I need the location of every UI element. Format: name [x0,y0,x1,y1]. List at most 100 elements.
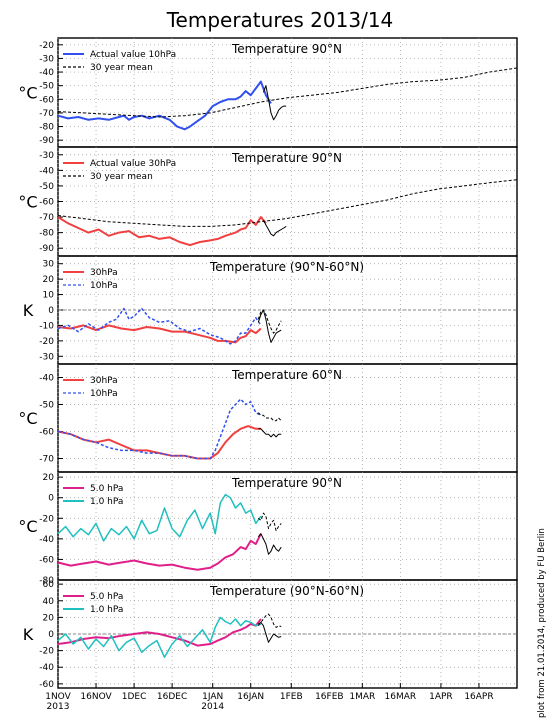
y-tick-label: -40 [39,374,54,384]
series-line [57,324,262,344]
legend-label: 5.0 hPa [90,592,123,602]
y-tick-label: -70 [39,213,54,223]
y-tick-label: -60 [39,198,54,208]
series-line [57,493,262,542]
legend-label: 1.0 hPa [90,497,123,507]
series-line [57,80,272,131]
series-line [258,428,282,438]
legend-label: Actual value 10hPa [90,50,176,60]
x-tick-label: 16JAN [237,692,264,702]
panel-title: Temperature 60°N [231,368,342,382]
chart-panels: -20 -30 -40 -50 -60 -70 -80 -90 °C Temperature 90… [18,37,518,690]
y-tick-label: -10 [39,321,54,331]
legend-label: 30hPa [90,268,118,278]
x-tick-label: 16NOV [80,692,112,702]
series-line [57,216,267,247]
panel-title: Temperature (90°N-60°N) [209,260,364,274]
y-tick-label: 20 [43,275,55,285]
y-tick-label: -30 [39,54,54,64]
y-tick-label: -40 [39,68,54,78]
y-tick-label: -50 [39,401,54,411]
series-line [57,67,518,118]
series-line [262,219,287,237]
main-title: Temperatures 2013/14 [166,8,394,32]
panel-title: Temperature 90°N [231,151,342,165]
x-tick-label: 1JAN [202,692,223,702]
y-tick-label: -30 [39,352,54,362]
legend-label: 30hPa [90,376,118,386]
y-tick-label: 40 [43,597,55,607]
y-tick-label: 0 [48,494,54,504]
y-tick-label: 60 [43,580,55,590]
y-tick-label: -50 [39,182,54,192]
y-tick-label: -20 [39,41,54,51]
chart-panel: 30 20 10 0 -10 -20 -30 K Temperature (90°N-60°N)… [23,255,518,365]
y-tick-label: -80 [39,576,54,586]
y-tick-label: -20 [39,514,54,524]
x-tick-label: 1NOV [45,692,71,702]
x-tick-label: 1FEB [280,692,303,702]
y-axis-label: °C [18,84,37,103]
y-tick-label: -70 [39,455,54,465]
y-tick-label: -30 [39,151,54,161]
series-line [57,618,262,647]
series-line [262,85,287,121]
series-line [257,613,282,628]
y-tick-label: -40 [39,166,54,176]
x-tick-label: 16DEC [157,692,187,702]
x-tick-label: 16APR [464,692,493,702]
y-tick-label: 30 [43,260,55,270]
y-tick-label: -40 [39,535,54,545]
series-line [57,533,262,571]
y-tick-label: -90 [39,244,54,254]
y-tick-label: 0 [48,630,54,640]
series-line [57,179,518,227]
panel-title: Temperature 90°N [231,42,342,56]
panel-title: Temperature 90°N [231,476,342,490]
x-tick-label: 1MAR [349,692,375,702]
y-axis-label: K [23,301,34,320]
x-tick-year: 2014 [201,702,224,712]
series-line [57,398,262,460]
y-tick-label: 0 [48,306,54,316]
chart-panel: 60 40 20 0 -20 -40 -60 K Temperature (90°N-60°N)… [23,579,518,690]
y-tick-label: -60 [39,428,54,438]
y-tick-label: -60 [39,95,54,105]
legend-label: 5.0 hPa [90,484,123,494]
y-tick-label: 20 [43,613,55,623]
y-tick-label: -80 [39,229,54,239]
panel-title: Temperature (90°N-60°N) [209,584,364,598]
series-line [57,616,262,659]
y-tick-label: 20 [43,473,55,483]
series-line [258,621,282,643]
x-tick-label: 1DEC [122,692,147,702]
y-tick-label: -20 [39,337,54,347]
y-tick-label: -60 [39,680,54,690]
chart-panel: -20 -30 -40 -50 -60 -70 -80 -90 °C Temperature 90… [18,37,518,148]
y-axis-label: K [23,625,34,644]
x-tick-label: 16FEB [315,692,344,702]
y-tick-label: -60 [39,555,54,565]
y-axis-label: °C [18,193,37,212]
legend-label: 10hPa [90,281,118,291]
legend-label: 10hPa [90,389,118,399]
chart-panel: 20 0 -20 -40 -60 -80 °C Temperature 90°N 5.0 hPa… [18,471,518,586]
legend-label: 30 year mean [90,172,153,182]
x-tick-label: 16MAR [385,692,417,702]
series-line [257,512,282,532]
chart-panel: -30 -40 -50 -60 -70 -80 -90 °C Temperature 90°N A… [18,146,518,257]
chart-panel: -40 -50 -60 -70 °C Temperature 60°N 30hPa 10hPa [18,363,518,473]
credit-text: plot from 21.01.2014, produced by FU Ber… [537,528,547,718]
y-axis-label: °C [18,517,37,536]
series-line [57,307,262,345]
y-tick-label: 10 [43,291,55,301]
x-tick-year: 2013 [47,702,70,712]
series-line [257,309,282,334]
y-axis-label: °C [18,409,37,428]
y-tick-label: -90 [39,136,54,146]
legend-label: 30 year mean [90,63,153,73]
legend-label: Actual value 30hPa [90,159,176,169]
y-tick-label: -70 [39,109,54,119]
y-tick-label: -40 [39,663,54,673]
